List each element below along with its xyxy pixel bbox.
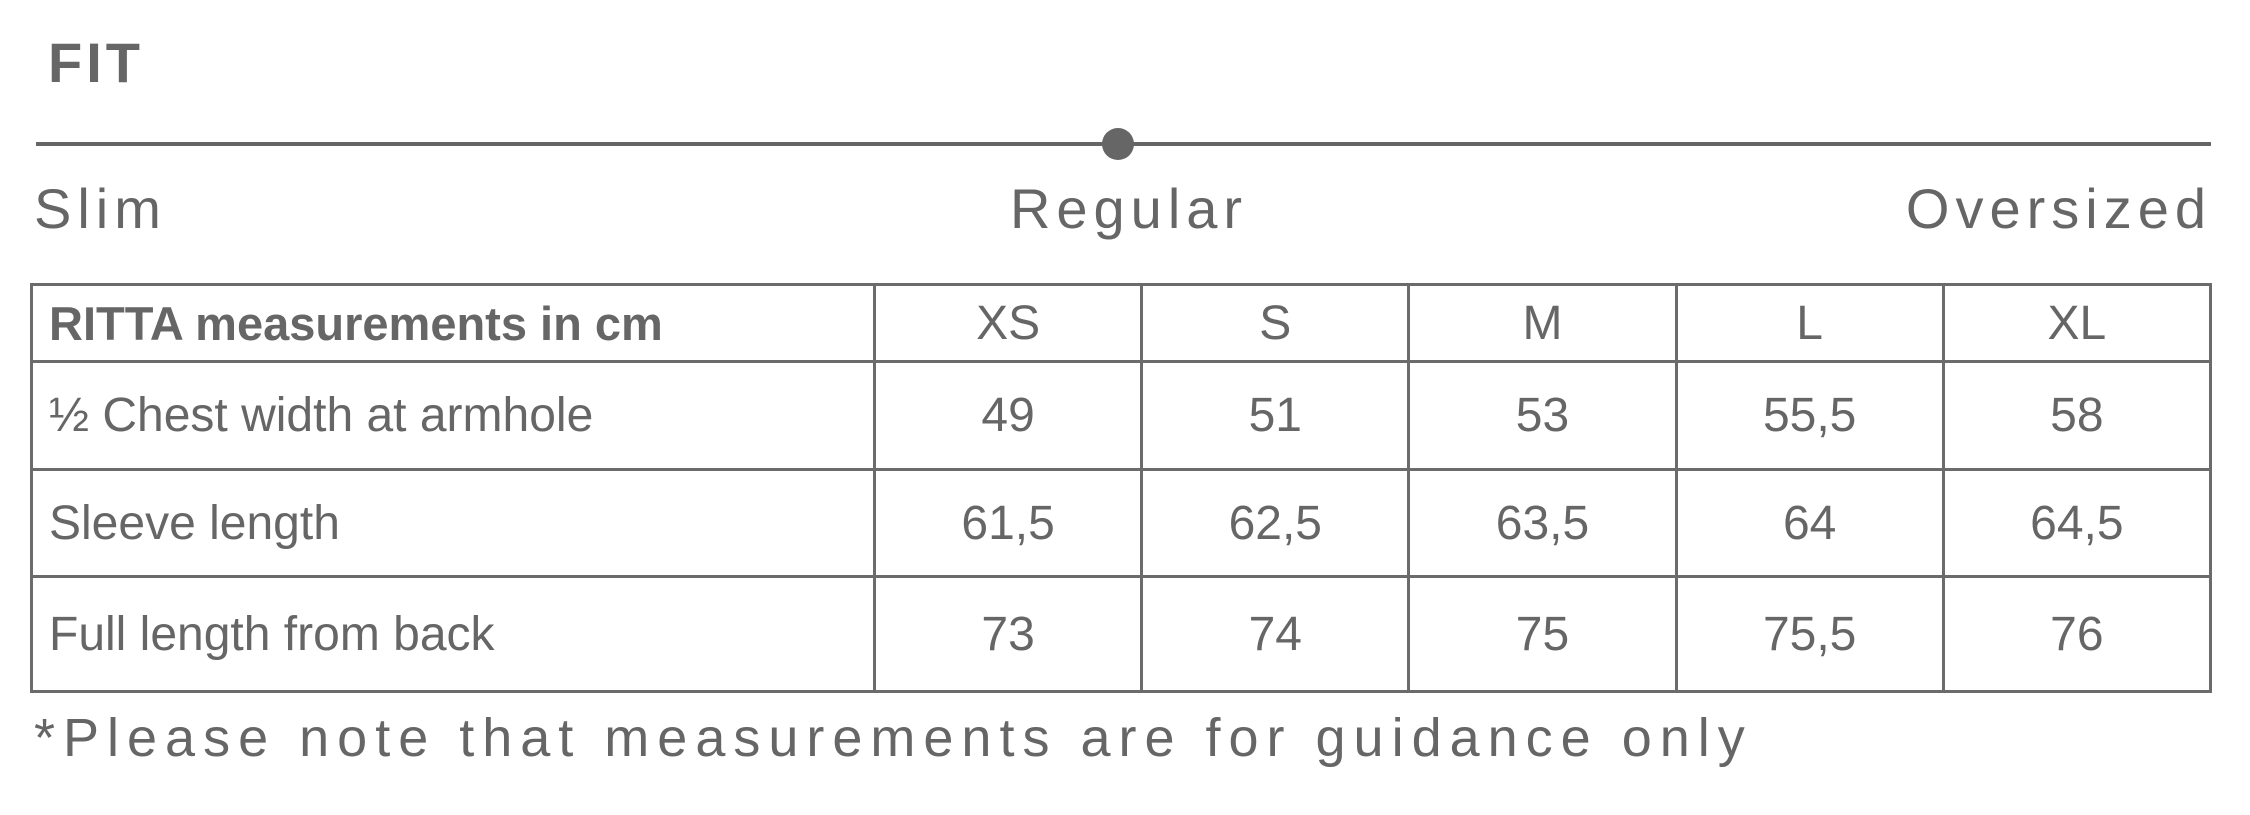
size-header-l: L (1674, 283, 1945, 363)
cell: 53 (1407, 360, 1678, 471)
cell: 61,5 (872, 468, 1144, 578)
size-header-xl: XL (1941, 283, 2213, 363)
size-header-s: S (1140, 283, 1411, 363)
table-header-title: RITTA measurements in cm (30, 283, 876, 363)
cell: 76 (1941, 575, 2213, 693)
cell: 58 (1941, 360, 2213, 471)
table-row: Sleeve length 61,5 62,5 63,5 64 64,5 (30, 468, 2213, 578)
table-row: Full length from back 73 74 75 75,5 76 (30, 575, 2213, 693)
cell: 64,5 (1941, 468, 2213, 578)
cell: 51 (1140, 360, 1411, 471)
fit-label-regular: Regular (1009, 177, 1249, 240)
table-row: ½ Chest width at armhole 49 51 53 55,5 5… (30, 360, 2213, 471)
cell: 63,5 (1407, 468, 1678, 578)
size-header-m: M (1407, 283, 1678, 363)
row-label: Full length from back (30, 575, 876, 693)
cell: 73 (872, 575, 1144, 693)
cell: 49 (872, 360, 1144, 471)
row-label: ½ Chest width at armhole (30, 360, 876, 471)
cell: 74 (1140, 575, 1411, 693)
size-table: RITTA measurements in cm XS S M L XL ½ C… (30, 283, 2213, 693)
cell: 64 (1674, 468, 1945, 578)
cell: 55,5 (1674, 360, 1945, 471)
cell: 62,5 (1140, 468, 1411, 578)
cell: 75,5 (1674, 575, 1945, 693)
fit-label-slim: Slim (34, 177, 167, 240)
fit-title: FIT (48, 31, 144, 94)
size-header-xs: XS (872, 283, 1144, 363)
fit-label-oversized: Oversized (1905, 177, 2212, 240)
table-header-row: RITTA measurements in cm XS S M L XL (30, 283, 2213, 363)
footnote: *Please note that measurements are for g… (34, 708, 1753, 768)
row-label: Sleeve length (30, 468, 876, 578)
fit-scale-marker (1102, 128, 1135, 160)
cell: 75 (1407, 575, 1678, 693)
